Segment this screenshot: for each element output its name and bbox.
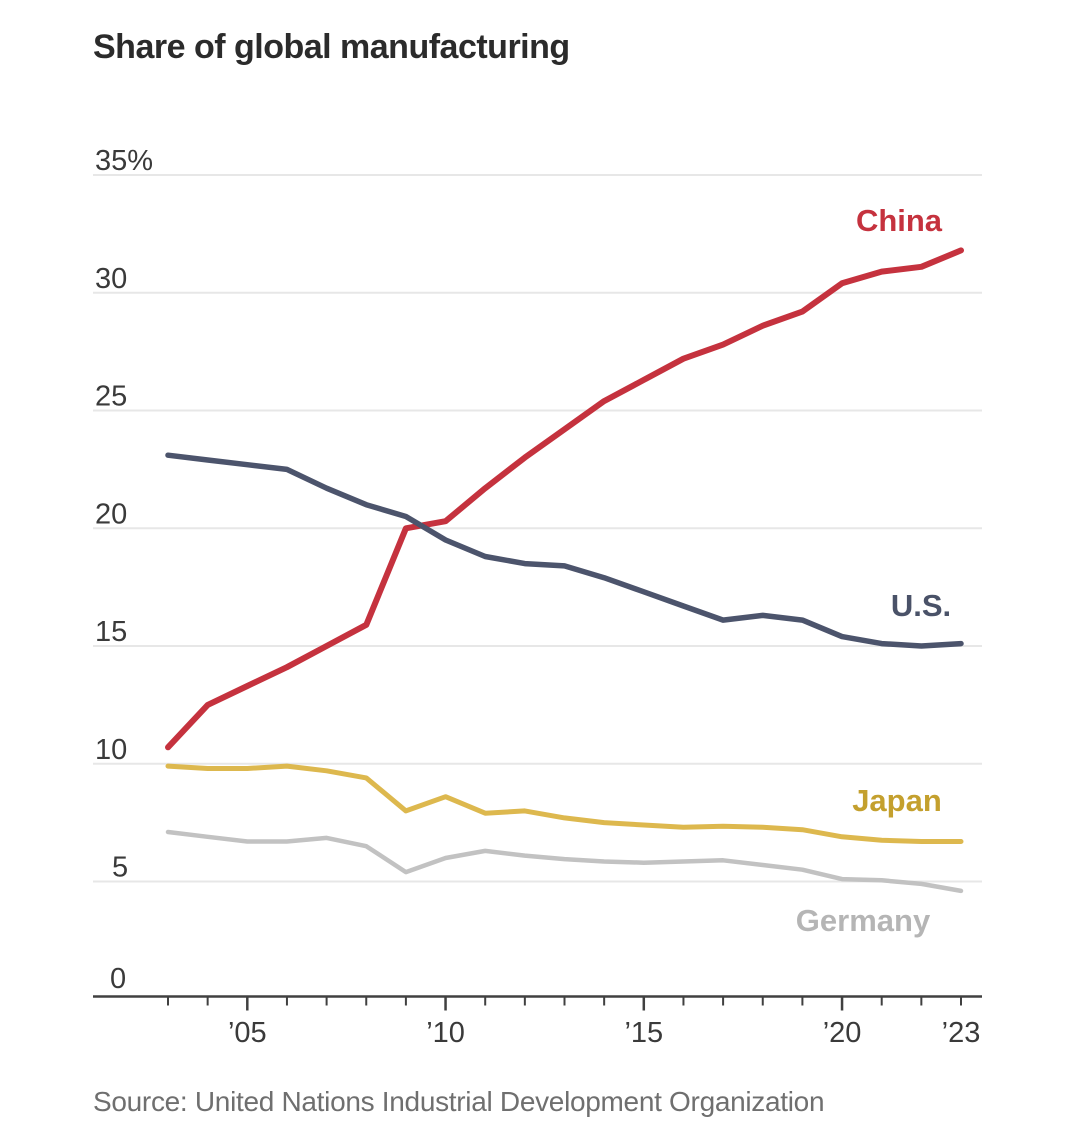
series-line-japan [165,763,964,844]
x-tick-label-2023: ’23 [942,1017,981,1049]
y-tick-label-20: 20 [95,498,127,530]
y-tick-label-5: 5 [112,852,128,884]
series-label-china: China [856,203,943,238]
source-caption: Source: United Nations Industrial Develo… [93,1086,825,1117]
x-tick-label-2015: ’15 [624,1017,663,1049]
y-tick-label-15: 15 [95,616,127,648]
x-tick-label-2010: ’10 [426,1017,465,1049]
y-tick-label-25: 25 [95,381,127,413]
x-tick-label-2020: ’20 [823,1017,862,1049]
series-label-germany: Germany [796,903,931,938]
y-tick-label-35: 35% [95,145,153,177]
x-tick-label-2005: ’05 [228,1017,267,1049]
series-line-us [165,452,964,649]
y-tick-label-10: 10 [95,734,127,766]
page-title: Share of global manufacturing [93,28,570,66]
series-line-germany [165,829,964,894]
series-label-us: U.S. [891,588,951,623]
y-tick-label-0: 0 [110,963,126,995]
series-line-china [165,247,964,751]
series-label-japan: Japan [852,783,942,818]
y-tick-label-30: 30 [95,263,127,295]
